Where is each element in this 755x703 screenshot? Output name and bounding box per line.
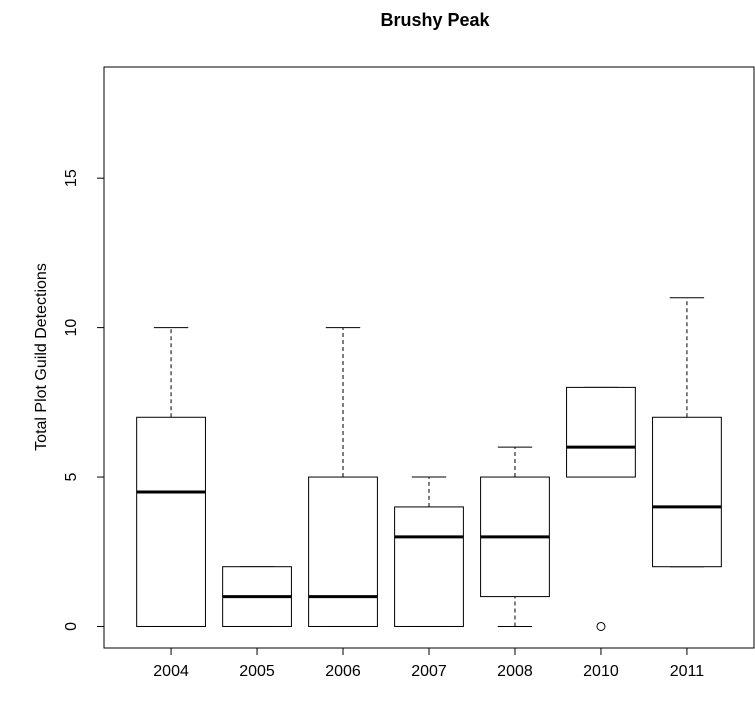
x-tick-label: 2006 [325,663,361,680]
box [308,476,378,627]
box [136,416,206,627]
box [652,416,722,568]
outlier [596,621,606,631]
x-tick-label: 2011 [670,663,705,680]
box [566,386,636,478]
x-tick-label: 2010 [583,663,619,680]
x-tick-label: 2008 [497,663,533,680]
x-tick-label: 2007 [411,663,447,680]
x-tick-label: 2005 [239,663,275,680]
y-tick-label: 15 [63,169,80,187]
y-tick-label: 10 [63,319,80,337]
y-tick-label: 5 [63,473,80,482]
y-tick-label: 0 [63,622,80,631]
chart-title: Brushy Peak [380,10,490,30]
box [394,506,464,627]
x-tick-label: 2004 [153,663,189,680]
y-axis-label: Total Plot Guild Detections [33,263,50,451]
